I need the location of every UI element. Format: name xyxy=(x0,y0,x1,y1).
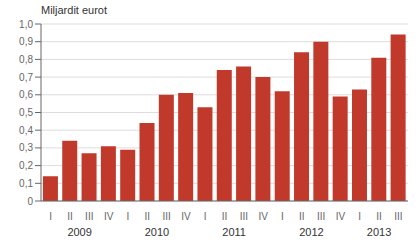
svg-text:IV: IV xyxy=(336,211,346,222)
svg-text:I: I xyxy=(127,211,130,222)
svg-text:I: I xyxy=(204,211,207,222)
svg-text:III: III xyxy=(394,211,402,222)
svg-text:II: II xyxy=(67,211,73,222)
svg-text:0,9: 0,9 xyxy=(19,36,33,47)
svg-text:IV: IV xyxy=(104,211,114,222)
svg-text:I: I xyxy=(281,211,284,222)
svg-text:II: II xyxy=(222,211,228,222)
svg-text:IV: IV xyxy=(258,211,268,222)
svg-text:0,8: 0,8 xyxy=(19,54,33,65)
svg-text:II: II xyxy=(144,211,150,222)
svg-text:2013: 2013 xyxy=(367,226,391,238)
svg-text:0,6: 0,6 xyxy=(19,89,33,100)
svg-text:0,7: 0,7 xyxy=(19,72,33,83)
svg-text:III: III xyxy=(85,211,93,222)
svg-text:2009: 2009 xyxy=(67,226,91,238)
svg-text:IV: IV xyxy=(181,211,191,222)
svg-text:III: III xyxy=(240,211,248,222)
svg-text:II: II xyxy=(376,211,382,222)
svg-text:0,1: 0,1 xyxy=(19,178,33,189)
svg-text:0,5: 0,5 xyxy=(19,107,33,118)
svg-text:2011: 2011 xyxy=(222,226,246,238)
svg-text:2012: 2012 xyxy=(299,226,323,238)
svg-text:0,3: 0,3 xyxy=(19,142,33,153)
svg-text:III: III xyxy=(317,211,325,222)
html-text:Miljardit eurot: Miljardit eurot xyxy=(41,4,107,16)
svg-text:1,0: 1,0 xyxy=(19,19,33,30)
svg-text:III: III xyxy=(162,211,170,222)
svg-text:0: 0 xyxy=(27,196,33,207)
svg-text:2010: 2010 xyxy=(145,226,169,238)
svg-text:0,2: 0,2 xyxy=(19,160,33,171)
svg-text:II: II xyxy=(299,211,305,222)
svg-text:0,4: 0,4 xyxy=(19,125,33,136)
svg-text:I: I xyxy=(358,211,361,222)
svg-text:I: I xyxy=(49,211,52,222)
